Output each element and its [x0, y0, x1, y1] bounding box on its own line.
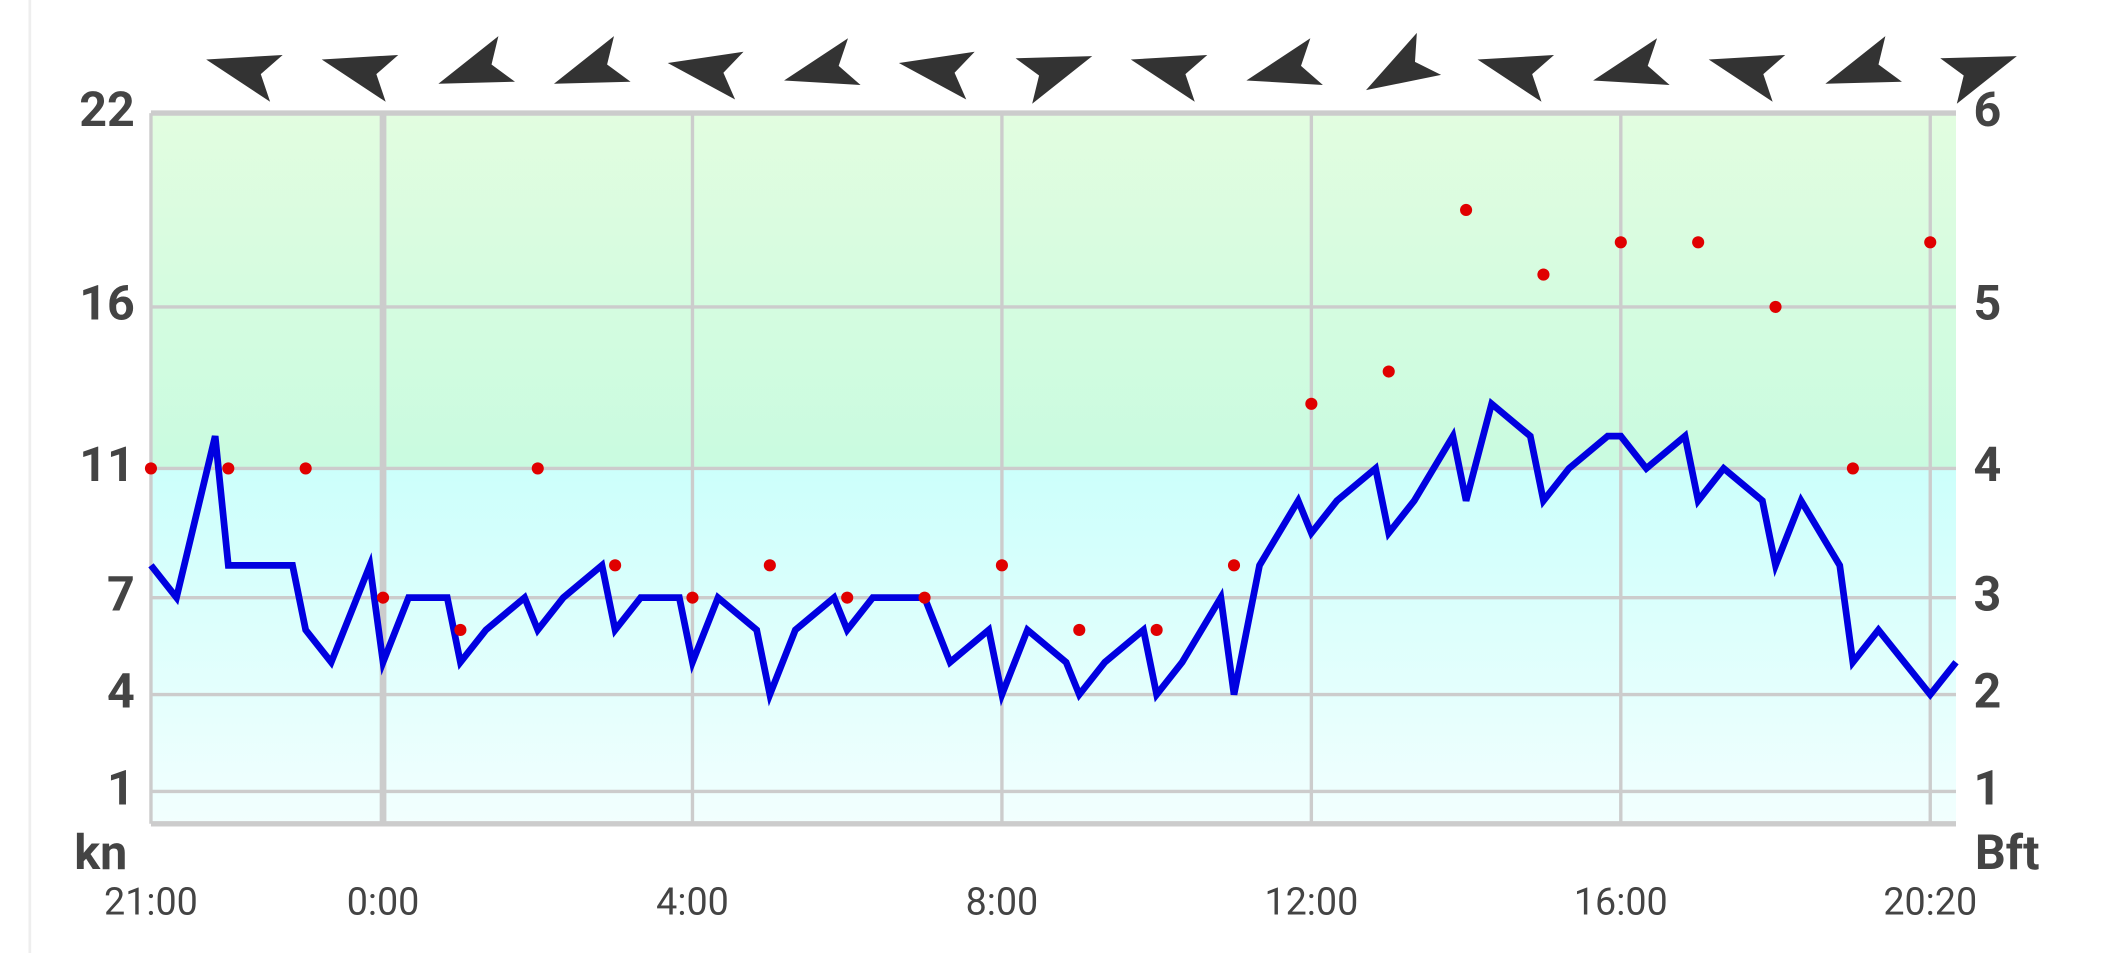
gust-point [1692, 236, 1705, 249]
wind-arrow [1015, 56, 1093, 104]
x-tick-label: 4:00 [656, 880, 729, 924]
y2-tick-label: 1 [1974, 759, 2002, 816]
gust-point [763, 559, 776, 572]
gust-point [144, 462, 158, 475]
gust-point [1227, 559, 1241, 572]
marks [144, 32, 2017, 707]
gust-point [1846, 462, 1859, 475]
gust-point [376, 591, 390, 604]
x-tick-label: 0:00 [347, 880, 420, 924]
x-tick-label: 12:00 [1264, 880, 1358, 924]
gust-point [299, 462, 312, 475]
gust-point [1460, 203, 1473, 217]
wind-arrow [206, 54, 283, 102]
labels: kn Bft 1 4 7 11 16 22 1 2 3 4 5 6 21:00 0:00 4:00 8:00 1… [74, 81, 2039, 925]
wind-arrow [1130, 54, 1208, 102]
x-tick-label: 16:00 [1574, 880, 1668, 924]
y-tick-label: 7 [107, 565, 135, 622]
x-tick-label: 8:00 [966, 880, 1039, 924]
wind-arrow [438, 36, 515, 84]
gust-point [222, 462, 235, 475]
gust-point [1150, 623, 1163, 637]
wind-arrow [1940, 56, 2017, 104]
gust-point [1537, 268, 1550, 281]
wind-arrow [1708, 54, 1786, 102]
gust-point [841, 591, 854, 604]
wind-arrow [553, 36, 631, 84]
wind-arrow [898, 51, 975, 100]
gust-point [609, 559, 622, 572]
y2-axis-label: Bft [1975, 824, 2040, 881]
y2-tick-label: 6 [1974, 81, 2002, 138]
y2-tick-label: 3 [1974, 565, 2002, 622]
gust-point [1614, 236, 1627, 249]
gust-point [918, 591, 931, 604]
y-tick-label: 16 [79, 275, 135, 332]
y-tick-label: 4 [107, 662, 135, 719]
wind-arrow [1825, 36, 1902, 84]
wind-arrow [667, 51, 744, 100]
y-tick-label: 1 [107, 759, 135, 816]
y2-tick-label: 2 [1974, 662, 2002, 719]
wind-arrow [784, 38, 861, 86]
wind-arrow [1477, 54, 1555, 102]
y-tick-label: 22 [79, 81, 135, 138]
y2-tick-label: 5 [1974, 275, 2002, 332]
wind-arrow [1593, 38, 1670, 86]
gust-point [454, 623, 467, 637]
gust-point [1769, 300, 1782, 313]
gust-point [531, 462, 544, 475]
gust-point [686, 591, 699, 604]
y2-tick-label: 4 [1974, 436, 2002, 493]
gust-point [995, 559, 1008, 572]
gust-point [1305, 397, 1318, 410]
wind-arrow [1366, 32, 1442, 91]
x-tick-label: 21:00 [104, 880, 198, 924]
wind-arrow [1246, 38, 1323, 86]
gust-point [1382, 365, 1395, 378]
x-tick-label: 20:20 [1883, 880, 1977, 924]
wind-arrow [321, 54, 399, 102]
y-tick-label: 11 [79, 436, 135, 493]
gust-point [1924, 236, 1937, 249]
gust-point [1073, 623, 1086, 637]
wind-line [148, 397, 1959, 707]
y-axis-label: kn [74, 824, 127, 881]
